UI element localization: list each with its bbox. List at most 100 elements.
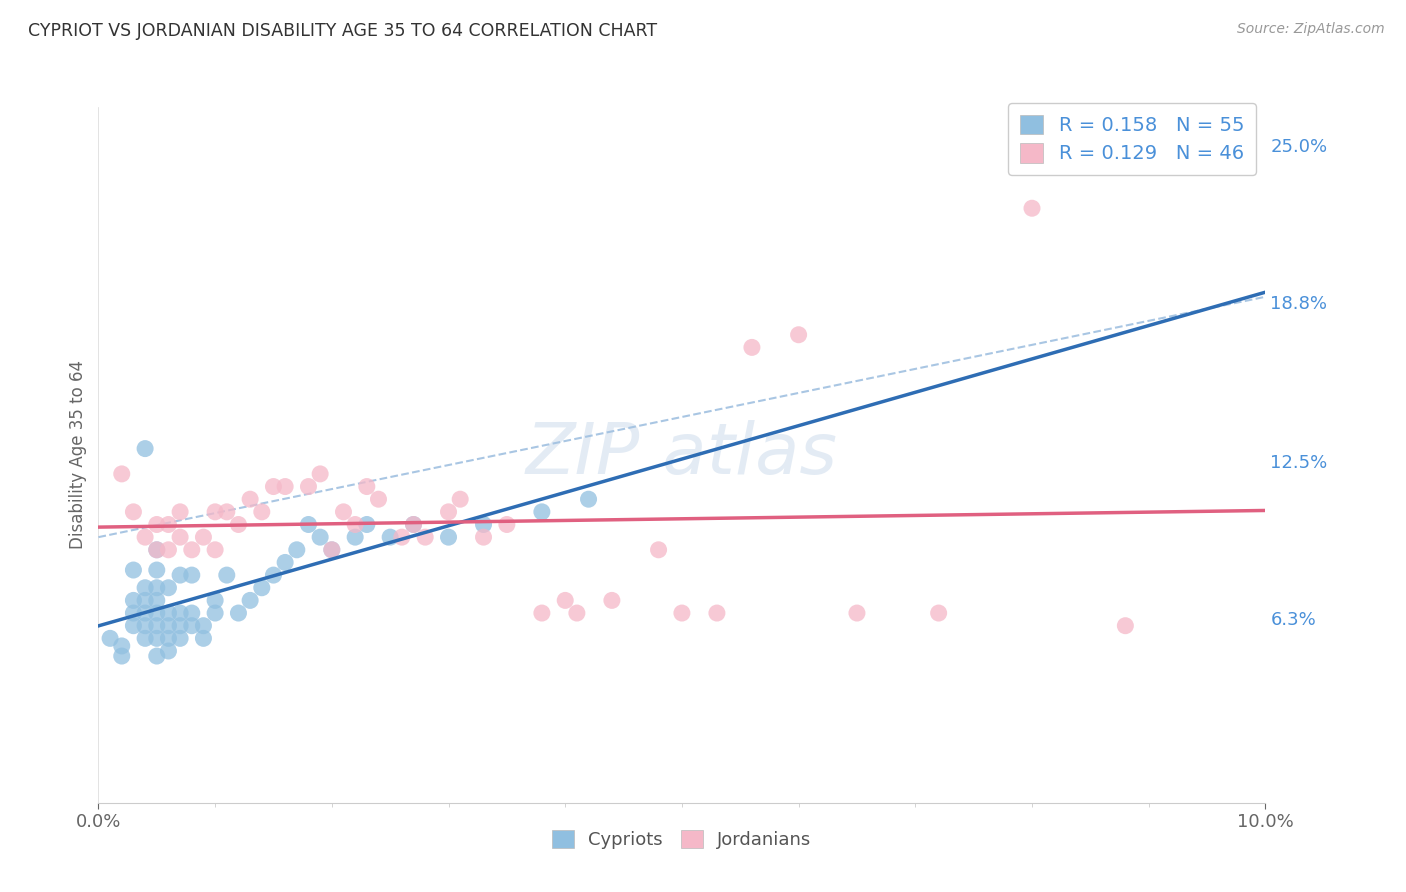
Point	[111, 648, 134, 663]
Point	[344, 530, 367, 544]
Point	[157, 618, 180, 632]
Point	[391, 530, 413, 544]
Point	[356, 517, 378, 532]
Point	[402, 517, 425, 532]
Point	[204, 542, 226, 557]
Point	[193, 632, 215, 646]
Point	[741, 340, 763, 354]
Point	[169, 606, 191, 620]
Point	[239, 593, 262, 607]
Point	[134, 530, 156, 544]
Point	[193, 530, 215, 544]
Legend: Cypriots, Jordanians: Cypriots, Jordanians	[546, 822, 818, 856]
Point	[122, 593, 145, 607]
Point	[787, 327, 810, 342]
Point	[169, 618, 191, 632]
Point	[495, 517, 517, 532]
Point	[1114, 618, 1136, 632]
Point	[146, 632, 169, 646]
Point	[250, 581, 273, 595]
Point	[134, 442, 156, 456]
Point	[706, 606, 728, 620]
Point	[344, 517, 367, 532]
Point	[321, 542, 343, 557]
Point	[402, 517, 425, 532]
Point	[146, 606, 169, 620]
Point	[157, 517, 180, 532]
Point	[228, 606, 250, 620]
Point	[321, 542, 343, 557]
Point	[285, 542, 308, 557]
Point	[134, 618, 156, 632]
Point	[134, 593, 156, 607]
Point	[845, 606, 868, 620]
Point	[472, 530, 495, 544]
Point	[146, 542, 169, 557]
Point	[215, 505, 238, 519]
Point	[157, 632, 180, 646]
Point	[122, 606, 145, 620]
Point	[928, 606, 950, 620]
Point	[146, 517, 169, 532]
Point	[250, 505, 273, 519]
Point	[600, 593, 623, 607]
Point	[309, 467, 332, 481]
Point	[157, 542, 180, 557]
Point	[146, 581, 169, 595]
Point	[204, 606, 226, 620]
Point	[180, 606, 202, 620]
Point	[146, 618, 169, 632]
Point	[169, 568, 191, 582]
Point	[98, 632, 121, 646]
Point	[146, 593, 169, 607]
Text: Source: ZipAtlas.com: Source: ZipAtlas.com	[1237, 22, 1385, 37]
Point	[378, 530, 402, 544]
Point	[228, 517, 250, 532]
Point	[193, 618, 215, 632]
Point	[309, 530, 332, 544]
Point	[134, 632, 156, 646]
Text: CYPRIOT VS JORDANIAN DISABILITY AGE 35 TO 64 CORRELATION CHART: CYPRIOT VS JORDANIAN DISABILITY AGE 35 T…	[28, 22, 657, 40]
Point	[530, 505, 553, 519]
Point	[134, 606, 156, 620]
Point	[122, 618, 145, 632]
Point	[413, 530, 436, 544]
Point	[578, 492, 600, 507]
Point	[262, 479, 284, 493]
Point	[437, 530, 460, 544]
Point	[274, 479, 297, 493]
Point	[122, 563, 145, 577]
Point	[332, 505, 354, 519]
Point	[215, 568, 238, 582]
Point	[169, 505, 191, 519]
Point	[134, 581, 156, 595]
Point	[671, 606, 693, 620]
Point	[204, 593, 226, 607]
Point	[146, 563, 169, 577]
Point	[437, 505, 460, 519]
Point	[204, 505, 226, 519]
Point	[356, 479, 378, 493]
Point	[239, 492, 262, 507]
Point	[554, 593, 576, 607]
Point	[122, 505, 145, 519]
Point	[1021, 201, 1043, 215]
Point	[449, 492, 471, 507]
Point	[146, 648, 169, 663]
Point	[367, 492, 389, 507]
Point	[157, 581, 180, 595]
Point	[530, 606, 553, 620]
Text: ZIP atlas: ZIP atlas	[526, 420, 838, 490]
Point	[111, 467, 134, 481]
Point	[111, 639, 134, 653]
Point	[157, 606, 180, 620]
Point	[274, 556, 297, 570]
Point	[297, 517, 319, 532]
Point	[146, 542, 169, 557]
Y-axis label: Disability Age 35 to 64: Disability Age 35 to 64	[69, 360, 87, 549]
Point	[180, 542, 202, 557]
Point	[297, 479, 319, 493]
Point	[169, 530, 191, 544]
Point	[180, 568, 202, 582]
Point	[472, 517, 495, 532]
